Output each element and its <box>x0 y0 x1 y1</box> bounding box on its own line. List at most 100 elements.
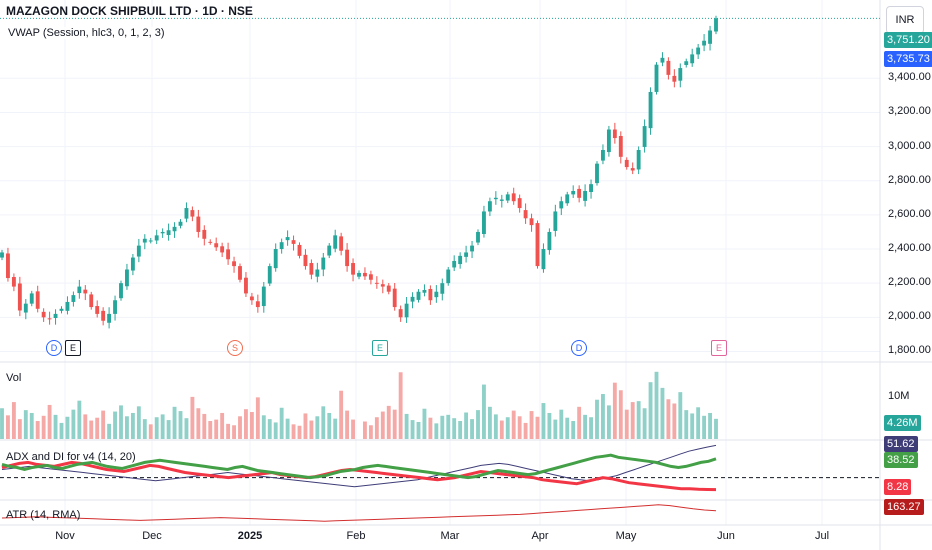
symbol-title[interactable]: MAZAGON DOCK SHIPBUIL LTD · 1D · NSE <box>6 4 253 18</box>
volume-bar <box>380 411 385 439</box>
volume-bar <box>470 419 474 439</box>
candle-body <box>482 211 486 234</box>
candle-body <box>523 210 528 219</box>
candle-body <box>601 150 605 161</box>
volume-bar <box>196 408 201 439</box>
volume-bar <box>238 416 242 439</box>
time-tick-label: Dec <box>142 530 162 542</box>
volume-bar <box>434 423 439 439</box>
currency-selector[interactable]: INR <box>886 6 924 34</box>
candle-body <box>440 283 445 294</box>
candle-body <box>41 311 46 318</box>
candle-body <box>160 231 165 234</box>
volume-bar <box>565 417 570 439</box>
volume-bar <box>458 421 463 439</box>
volume-badge: 4.26M <box>884 415 921 431</box>
candle-body <box>672 75 677 82</box>
volume-bar <box>374 417 379 439</box>
candle-body <box>606 129 611 153</box>
candle-body <box>125 269 129 287</box>
volume-bar <box>35 421 40 439</box>
candle-body <box>244 277 248 294</box>
volume-bar <box>125 416 129 439</box>
volume-bar <box>606 405 611 439</box>
candle-body <box>529 218 534 226</box>
candle-body <box>190 210 195 217</box>
candle-body <box>368 274 373 280</box>
di-plus-line <box>1 453 717 480</box>
volume-bar <box>589 417 593 439</box>
volume-bar <box>696 407 701 439</box>
price-tick-label: 2,200.00 <box>888 276 931 289</box>
volume-bar <box>392 409 397 439</box>
volume-bar <box>612 382 617 439</box>
candle-body <box>398 309 403 318</box>
vwap-price-badge: 3,735.73 <box>884 51 932 67</box>
volume-bar <box>89 420 94 439</box>
candle-body <box>636 150 641 170</box>
candle-body <box>612 129 617 139</box>
candlestick-series <box>0 15 718 329</box>
volume-bar <box>487 406 492 439</box>
candle-body <box>178 221 183 226</box>
price-tick-label: 2,800.00 <box>888 173 931 186</box>
time-tick-label: Apr <box>531 530 549 542</box>
candle-body <box>17 283 22 311</box>
dividend-event-marker[interactable]: D <box>46 340 62 356</box>
adx-pane-title[interactable]: ADX and DI for v4 (14, 20) <box>6 451 136 463</box>
time-tick-label: Jun <box>717 530 735 542</box>
candle-body <box>624 159 629 168</box>
candle-body <box>416 291 421 300</box>
price-tick-label: 2,400.00 <box>888 242 931 255</box>
candle-body <box>517 198 522 209</box>
candle-body <box>380 284 385 287</box>
candle-body <box>291 240 296 244</box>
candle-body <box>136 245 141 257</box>
candle-body <box>505 194 510 201</box>
candle-body <box>35 291 40 309</box>
candle-body <box>267 266 272 284</box>
volume-bar <box>59 422 64 439</box>
candle-body <box>577 188 582 198</box>
candle-body <box>654 64 659 92</box>
candle-body <box>255 301 260 308</box>
candle-body <box>53 313 58 318</box>
volume-bar <box>17 419 22 439</box>
split-event-marker[interactable]: S <box>227 340 243 356</box>
volume-bar <box>249 412 254 439</box>
candle-body <box>589 184 593 192</box>
volume-bar <box>708 412 712 439</box>
volume-bar <box>541 403 546 439</box>
volume-bar <box>482 384 486 439</box>
volume-bar <box>291 424 296 439</box>
candle-body <box>511 193 516 202</box>
volume-bar <box>232 425 236 439</box>
candle-body <box>261 286 266 307</box>
candle-body <box>714 18 718 32</box>
earnings-event-marker[interactable]: E <box>65 340 81 356</box>
volume-pane-title[interactable]: Vol <box>6 372 22 384</box>
candle-body <box>214 243 219 248</box>
vwap-line <box>2 23 716 318</box>
volume-bar <box>6 415 10 439</box>
atr-pane-title[interactable]: ATR (14, RMA) <box>6 509 81 521</box>
earnings-event-marker[interactable]: E <box>711 340 727 356</box>
candle-body <box>303 254 308 267</box>
candle-body <box>458 255 463 265</box>
candle-body <box>690 54 695 64</box>
vwap-indicator-label[interactable]: VWAP (Session, hlc3, 0, 1, 2, 3) <box>6 27 167 39</box>
dividend-event-marker[interactable]: D <box>571 340 587 356</box>
candle-body <box>226 249 231 260</box>
earnings-event-marker[interactable]: E <box>372 340 388 356</box>
candle-body <box>130 257 135 271</box>
candle-body <box>172 226 177 232</box>
candle-body <box>166 230 171 236</box>
volume-bar <box>351 419 355 439</box>
volume-bar <box>285 418 290 439</box>
price-tick-label: 3,200.00 <box>888 105 931 118</box>
candle-body <box>339 236 344 251</box>
volume-bar <box>404 413 409 439</box>
volume-bar <box>368 425 373 439</box>
candle-body <box>559 201 564 209</box>
